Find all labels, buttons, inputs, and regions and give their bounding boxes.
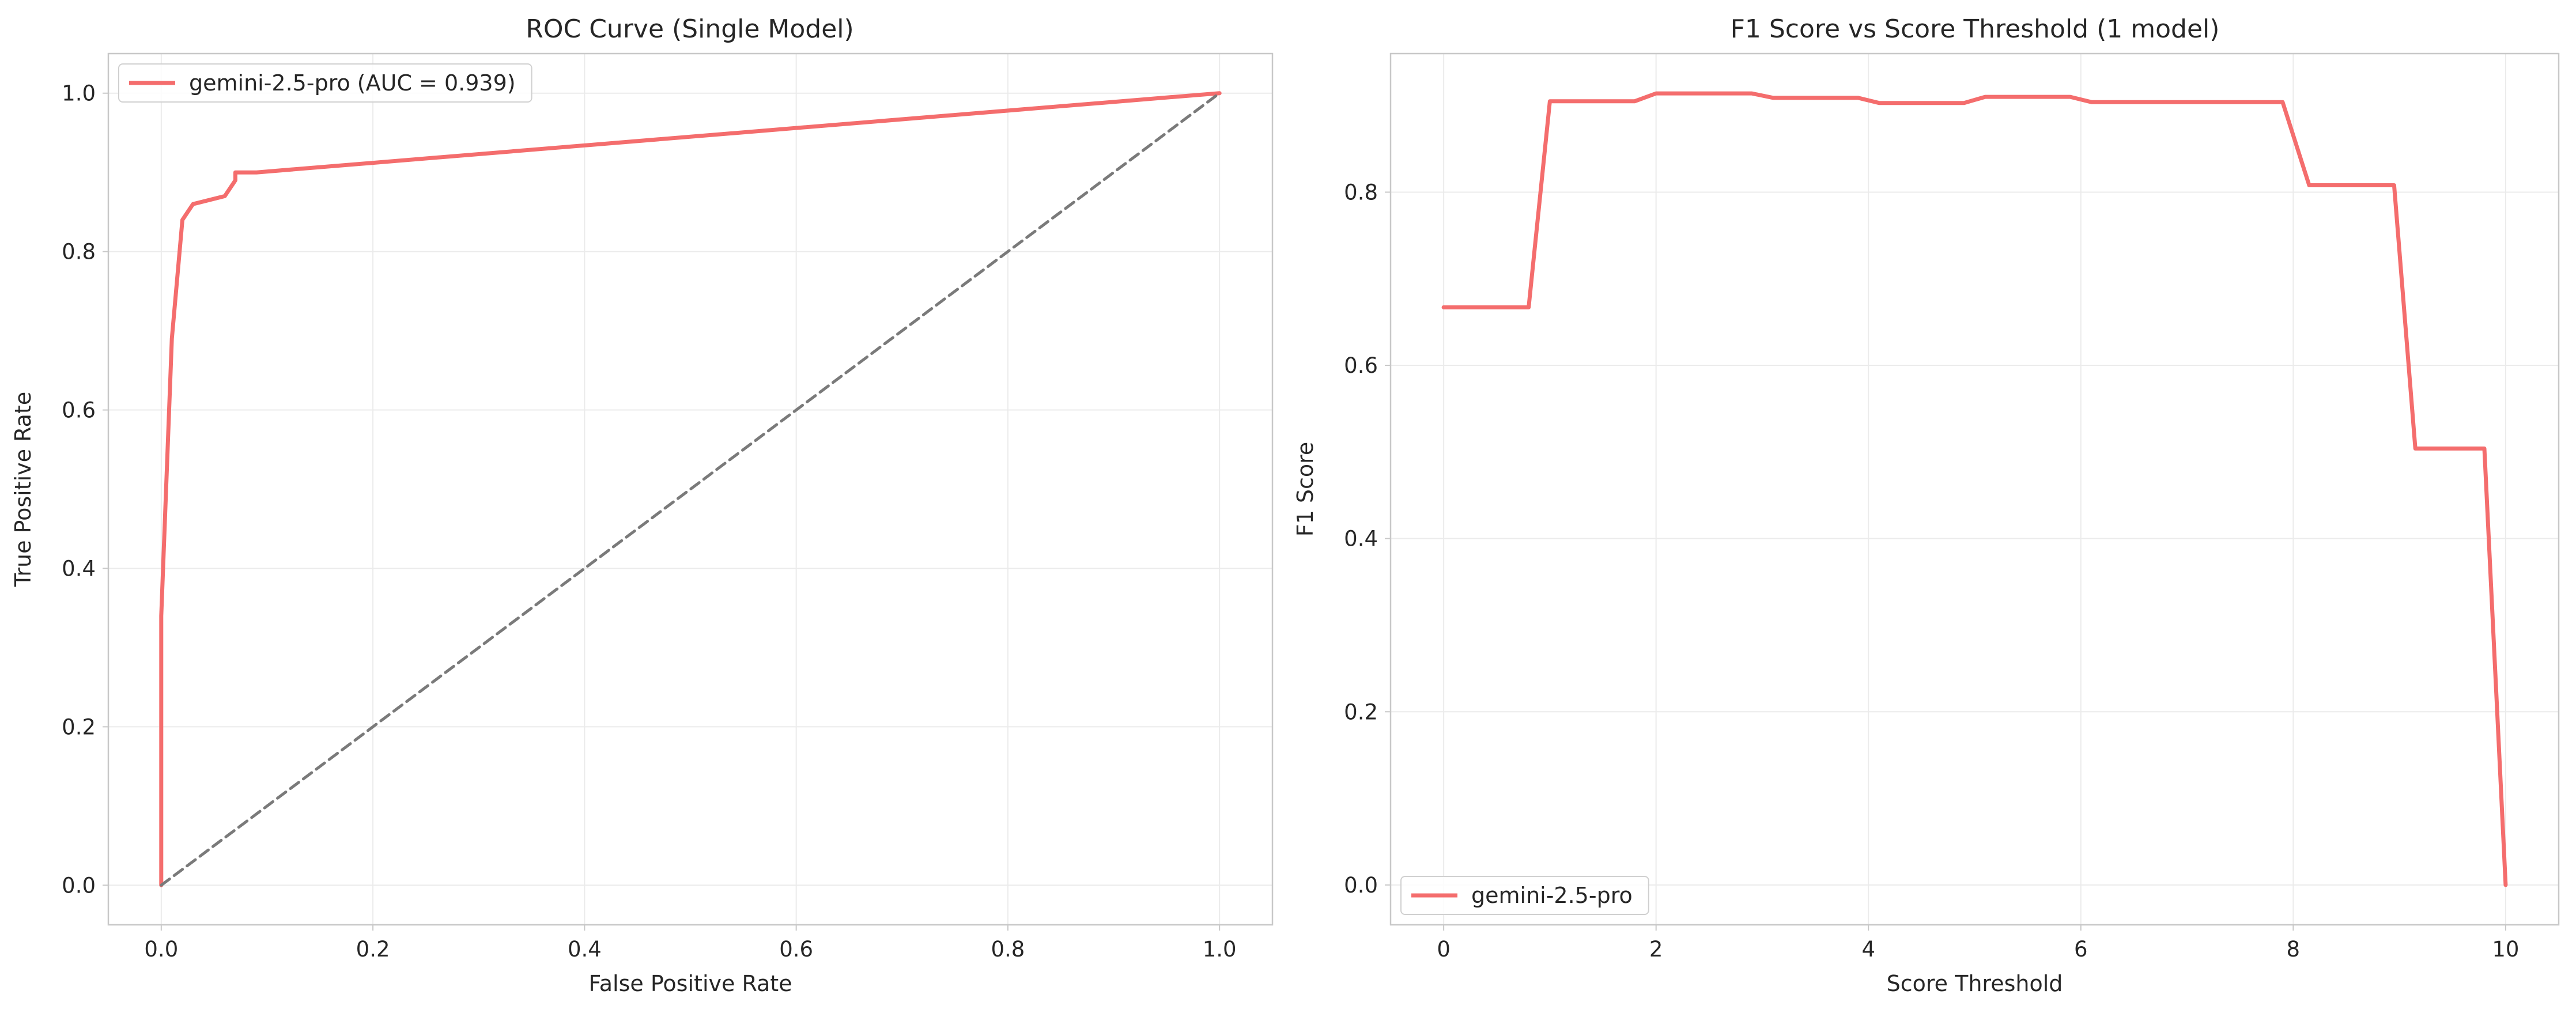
f1-x-axis-label: Score Threshold xyxy=(1887,971,2063,996)
f1-series xyxy=(1441,91,2508,887)
f1-y-tick-label: 0.4 xyxy=(1344,527,1378,551)
roc-legend: gemini-2.5-pro (AUC = 0.939) xyxy=(118,63,532,103)
roc-series xyxy=(159,91,1222,887)
roc-y-tick-label: 0.2 xyxy=(62,714,96,739)
roc-y-tick-label: 0.8 xyxy=(62,240,96,264)
roc-y-tick-label: 1.0 xyxy=(62,81,96,106)
roc-y-axis-label: True Positive Rate xyxy=(10,392,36,588)
f1-ticks: 0 2 4 6 8 10 0.0 0.2 0.4 0.6 0.8 xyxy=(1344,180,2519,962)
roc-chart-title: ROC Curve (Single Model) xyxy=(526,14,853,44)
roc-y-tick-label: 0.6 xyxy=(62,398,96,423)
f1-legend: gemini-2.5-pro xyxy=(1400,876,1649,915)
roc-y-tick-label: 0.0 xyxy=(62,873,96,898)
f1-chart-title: F1 Score vs Score Threshold (1 model) xyxy=(1731,14,2220,44)
roc-series-line xyxy=(159,91,1222,887)
roc-x-tick-label: 1.0 xyxy=(1203,937,1237,962)
roc-y-tick-label: 0.4 xyxy=(62,556,96,581)
f1-x-tick-label: 8 xyxy=(2287,937,2301,962)
f1-x-tick-label: 2 xyxy=(1649,937,1663,962)
f1-y-tick-label: 0.6 xyxy=(1344,353,1378,378)
roc-x-tick-label: 0.2 xyxy=(356,937,390,962)
f1-series-line xyxy=(1441,91,2508,887)
f1-y-axis-label: F1 Score xyxy=(1293,442,1318,537)
roc-x-tick-label: 0.6 xyxy=(779,937,813,962)
roc-x-tick-label: 0.0 xyxy=(144,937,178,962)
f1-legend-box xyxy=(1400,876,1649,915)
f1-y-tick-label: 0.0 xyxy=(1344,873,1378,898)
roc-plot-frame xyxy=(107,52,1274,926)
f1-x-tick-label: 4 xyxy=(1861,937,1875,962)
f1-x-tick-label: 6 xyxy=(2074,937,2088,962)
roc-legend-label: gemini-2.5-pro (AUC = 0.939) xyxy=(189,70,516,96)
roc-x-axis-label: False Positive Rate xyxy=(588,971,792,996)
roc-legend-box xyxy=(118,63,532,103)
f1-legend-label: gemini-2.5-pro xyxy=(1471,883,1633,908)
f1-x-tick-label: 0 xyxy=(1437,937,1451,962)
f1-y-tick-label: 0.2 xyxy=(1344,700,1378,724)
f1-x-tick-label: 10 xyxy=(2492,937,2519,962)
f1-chart: F1 Score vs Score Threshold (1 model) 0 2… xyxy=(1293,14,2560,996)
roc-x-tick-label: 0.8 xyxy=(991,937,1025,962)
roc-chance-diagonal-line xyxy=(160,92,1221,887)
roc-chart: ROC Curve (Single Model) 0.0 0.2 0.4 0.6 0.8… xyxy=(10,14,1274,996)
roc-ticks: 0.0 0.2 0.4 0.6 0.8 1.0 0.0 0.2 0.4 0.6 0.8 1.0 xyxy=(62,81,1236,962)
f1-y-tick-label: 0.8 xyxy=(1344,180,1378,205)
f1-plot-frame xyxy=(1389,52,2560,926)
roc-x-tick-label: 0.4 xyxy=(568,937,602,962)
